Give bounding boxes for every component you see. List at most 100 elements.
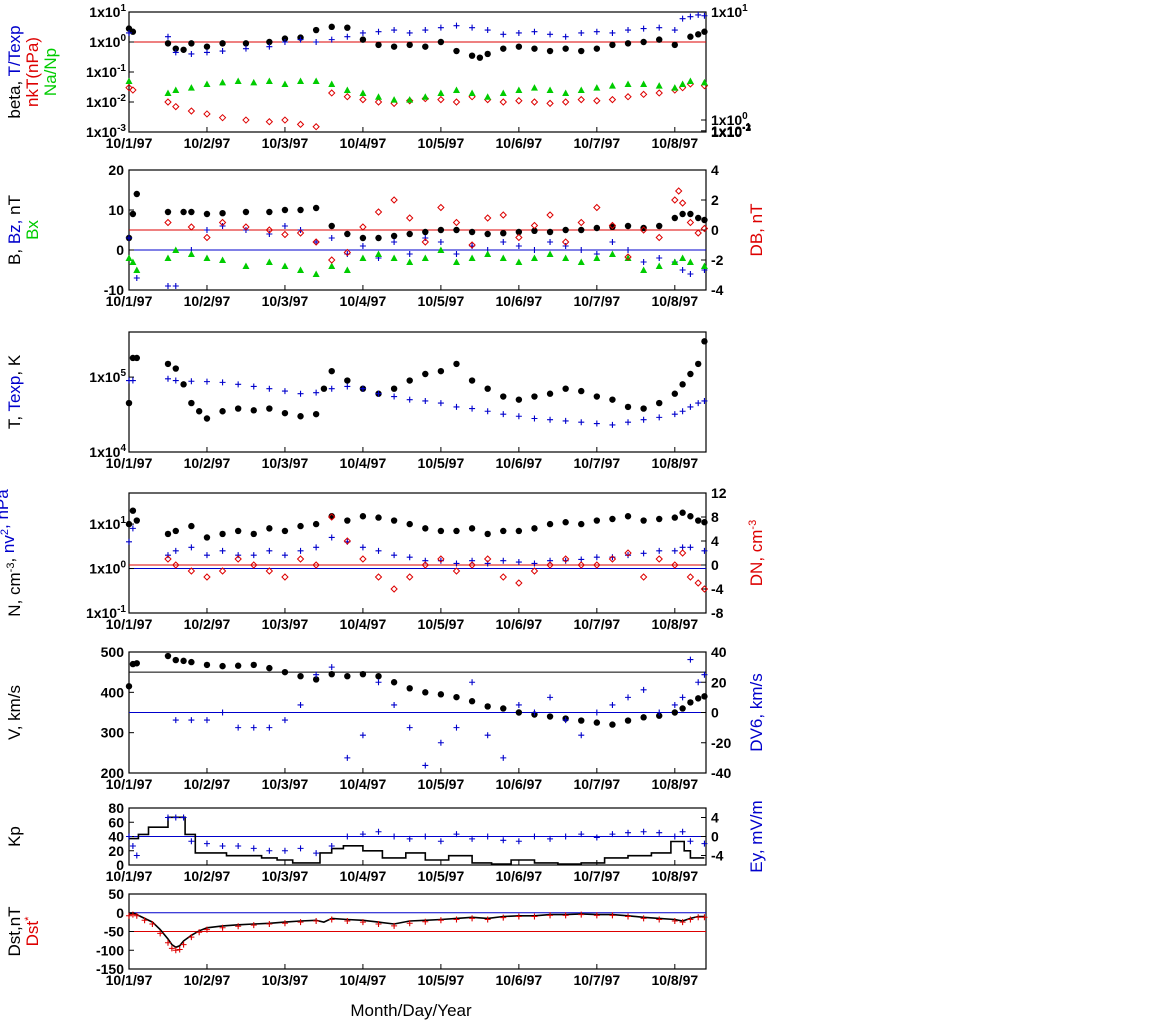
y-axis-label-3: Na/Np: [41, 48, 60, 96]
y2-tick-label: 0: [711, 557, 719, 573]
data-point: [687, 210, 694, 218]
data-point: [359, 385, 366, 392]
data-point: [679, 210, 686, 218]
data-point: [678, 199, 687, 207]
data-point: [640, 224, 647, 232]
data-point: [187, 84, 195, 91]
data-point: [297, 845, 304, 852]
data-point: [687, 370, 694, 378]
data-point: [453, 527, 460, 535]
data-point: [125, 83, 133, 92]
data-point: [530, 254, 538, 261]
y2-axis-label: DV6, km/s: [747, 673, 766, 751]
data-point: [172, 561, 180, 569]
data-point: [391, 701, 398, 708]
data-point: [484, 385, 491, 392]
data-point: [164, 552, 171, 559]
data-point: [250, 78, 258, 86]
data-point: [437, 367, 445, 375]
data-point: [546, 250, 554, 257]
data-point: [546, 713, 554, 720]
data-point: [374, 98, 383, 106]
data-point: [593, 393, 601, 400]
x-tick-label: 10/5/97: [418, 455, 465, 471]
data-point: [701, 671, 708, 678]
data-point: [608, 250, 616, 257]
data-point: [546, 99, 554, 108]
data-point: [203, 227, 210, 233]
data-point: [133, 912, 140, 919]
data-point: [203, 80, 211, 87]
series-red-plus: [126, 911, 708, 954]
data-point: [344, 754, 351, 761]
data-point: [359, 254, 367, 261]
data-point: [701, 914, 708, 921]
data-point: [281, 717, 288, 724]
data-point: [577, 258, 585, 265]
data-point: [578, 47, 585, 55]
data-point: [593, 420, 600, 427]
data-point: [562, 833, 569, 840]
data-point: [437, 38, 445, 46]
data-point: [313, 239, 320, 245]
data-point: [679, 254, 687, 261]
series-black-line: [128, 911, 705, 949]
data-point: [344, 833, 351, 840]
data-point: [203, 840, 210, 847]
y-tick-label: 20: [108, 162, 124, 178]
data-point: [686, 573, 695, 581]
data-point: [578, 732, 585, 739]
data-point: [281, 80, 289, 87]
data-point: [297, 390, 304, 397]
data-point: [593, 224, 601, 232]
data-point: [188, 838, 195, 845]
data-point: [172, 656, 179, 664]
data-point: [515, 258, 523, 265]
data-point: [687, 513, 694, 520]
data-point: [320, 385, 328, 392]
data-point: [687, 271, 694, 277]
data-point: [640, 266, 648, 273]
data-point: [577, 561, 585, 569]
x-tick-label: 10/2/97: [184, 135, 231, 151]
data-point: [468, 698, 476, 705]
data-point: [406, 29, 413, 36]
data-point: [678, 549, 687, 557]
data-point: [133, 660, 140, 667]
data-point: [639, 573, 648, 581]
data-point: [656, 709, 663, 716]
plot-frame: [128, 11, 707, 133]
chart-panel-4: 10/1/97 10/2/97 10/3/97 10/4/97 10/5/97 10/6/…: [0, 485, 766, 632]
data-point: [406, 230, 413, 238]
data-point: [164, 939, 171, 946]
data-point: [328, 36, 335, 43]
y-tick-label: 0: [116, 242, 124, 258]
data-point: [547, 912, 554, 919]
data-point: [187, 223, 196, 231]
data-point: [437, 89, 445, 96]
data-point: [453, 251, 460, 257]
data-point: [437, 203, 445, 212]
series-blue-plus: [126, 223, 708, 289]
data-point: [390, 517, 398, 524]
data-point: [655, 89, 663, 97]
data-point: [297, 266, 305, 273]
data-point: [406, 554, 413, 561]
data-point: [359, 29, 366, 36]
data-point: [235, 724, 242, 731]
data-point: [624, 80, 632, 87]
data-point: [577, 95, 585, 104]
data-point: [609, 41, 616, 49]
x-tick-label: 10/2/97: [184, 776, 231, 792]
data-point: [562, 243, 569, 249]
data-point: [515, 579, 523, 587]
data-point: [422, 43, 429, 50]
data-point: [375, 547, 382, 554]
data-point: [453, 360, 460, 368]
x-tick-label: 10/3/97: [262, 293, 309, 309]
data-point: [219, 256, 227, 263]
data-point: [265, 567, 274, 575]
data-point: [452, 258, 460, 265]
data-point: [655, 262, 663, 269]
data-point: [281, 847, 288, 854]
